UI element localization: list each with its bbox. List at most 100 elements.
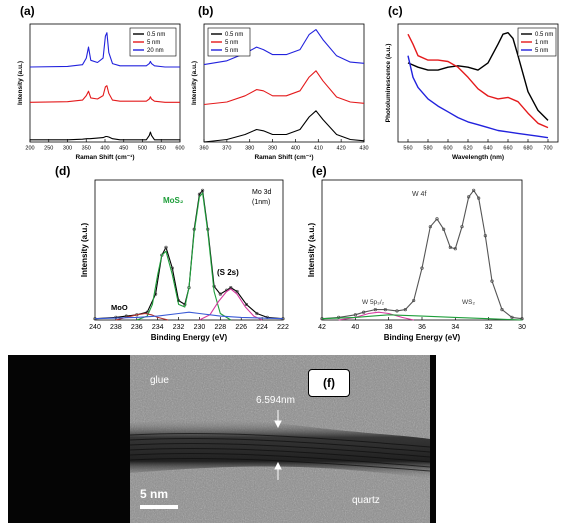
data-point	[442, 227, 446, 231]
x-tick-label: 550	[157, 146, 166, 152]
annotation: (1nm)	[252, 199, 270, 206]
series-line-0	[30, 131, 180, 141]
legend-entry: 0.5 nm	[147, 32, 165, 38]
legend-entry: 0.5 nm	[535, 32, 553, 38]
tem-right-border	[428, 355, 436, 523]
x-tick-label: 620	[463, 146, 472, 152]
x-axis-label: Raman Shift (cm⁻¹)	[75, 154, 134, 161]
x-axis-label: Wavelength (nm)	[452, 154, 504, 161]
scale-bar	[140, 505, 178, 509]
legend-entry: 20 nm	[147, 48, 164, 54]
x-tick-label: 680	[523, 146, 532, 152]
panel-c-label: (c)	[388, 4, 403, 18]
y-axis-label: Intensity (a.u.)	[17, 61, 24, 105]
legend-entry: 1 nm	[535, 40, 548, 46]
data-point	[428, 225, 432, 229]
y-axis-label: Photoluminescence (a.u.)	[385, 44, 392, 123]
tem-micrograph	[130, 355, 430, 523]
annotation: W 4f	[412, 191, 426, 198]
panel-b: (b) 360 370 380 390 400 410 420 430 Raman Shift …	[190, 0, 380, 175]
panel-f: glue quartz 6.594nm 5 nm (f)	[0, 355, 568, 529]
data-point	[235, 289, 239, 294]
x-tick-label: 430	[359, 146, 368, 152]
x-tick-label: 370	[222, 146, 231, 152]
data-point	[383, 308, 387, 312]
panel-a-label: (a)	[20, 4, 35, 18]
data-point	[520, 317, 524, 321]
x-tick-label: 250	[44, 146, 53, 152]
annotation: MoS₂	[163, 196, 184, 205]
x-tick-label: 360	[199, 146, 208, 152]
x-tick-label: 228	[214, 324, 226, 331]
x-tick-label: 300	[63, 146, 72, 152]
panel-d: (d) 240 238 236 234 232 230 228 226 224 222 Bindin…	[55, 158, 295, 350]
x-tick-label: 234	[152, 324, 164, 331]
glue-label: glue	[150, 375, 169, 386]
x-tick-label: 38	[385, 324, 393, 331]
plot-frame	[321, 179, 523, 321]
x-tick-label: 400	[100, 146, 109, 152]
x-tick-label: 380	[245, 146, 254, 152]
panel-c: (c) 560 580 600 620 640 660 680 700 Wavelength (…	[380, 0, 568, 175]
data-point	[164, 245, 168, 250]
y-axis-label: Intensity (a.u.)	[307, 223, 316, 278]
legend-entry: 0.5 nm	[225, 32, 243, 38]
data-point	[453, 247, 457, 251]
x-tick-label: 410	[314, 146, 323, 152]
legend-entry: 5 nm	[147, 40, 160, 46]
legend-entry: 5 nm	[225, 48, 238, 54]
legend-entry: 5 nm	[225, 40, 238, 46]
x-tick-label: 640	[483, 146, 492, 152]
series-line-2	[199, 288, 263, 321]
x-tick-label: 600	[175, 146, 184, 152]
x-tick-label: 30	[518, 324, 526, 331]
data-point	[477, 196, 481, 200]
x-axis-label: Binding Energy (eV)	[384, 333, 461, 342]
series-line-1	[136, 192, 232, 321]
data-point	[448, 245, 452, 250]
series-line-1	[407, 33, 549, 129]
x-tick-label: 580	[423, 146, 432, 152]
x-tick-label: 36	[418, 324, 426, 331]
series-line-2	[321, 314, 523, 321]
x-tick-label: 34	[451, 324, 459, 331]
x-tick-label: 200	[25, 146, 34, 152]
x-tick-label: 700	[543, 146, 552, 152]
x-tick-label: 32	[485, 324, 493, 331]
panel-a: (a) 200 250 300 350 400 450 500 550 600 Raman Shi…	[0, 0, 190, 175]
chart-c: 560 580 600 620 640 660 680 700 Wavelength (nm) P…	[385, 23, 559, 161]
x-tick-label: 420	[337, 146, 346, 152]
data-point	[218, 292, 222, 296]
plot-frame	[397, 23, 559, 143]
data-point	[510, 315, 514, 320]
data-point	[373, 308, 377, 312]
annotation: Mo 3d	[252, 189, 272, 196]
data-point	[200, 188, 205, 192]
tem-left-border	[8, 355, 132, 523]
x-tick-label: 238	[110, 324, 122, 331]
data-point	[255, 311, 259, 316]
annotation: WS₂	[462, 299, 475, 306]
x-tick-label: 226	[235, 324, 247, 331]
series-line-2	[29, 32, 180, 68]
chart-e: 42 40 38 36 34 32 30 Binding Energy (eV) Intensi…	[307, 179, 526, 342]
data-point	[490, 279, 494, 283]
x-tick-label: 230	[194, 324, 206, 331]
x-tick-label: 350	[82, 146, 91, 152]
data-point	[500, 308, 504, 312]
x-tick-label: 222	[277, 324, 289, 331]
data-point	[353, 313, 357, 317]
annotation: MoO	[111, 303, 128, 312]
panel-f-label: (f)	[308, 369, 350, 397]
chart-b: 360 370 380 390 400 410 420 430 Raman Shift (cm⁻…	[191, 23, 369, 161]
data-point	[483, 234, 487, 238]
series-line-0	[203, 110, 365, 143]
panel-b-label: (b)	[198, 4, 214, 18]
x-tick-label: 600	[443, 146, 452, 152]
panel-e: (e) 42 40 38 36 34 32 30 Binding Energy (eV) Int…	[300, 158, 540, 350]
thickness-label: 6.594nm	[256, 395, 295, 406]
y-axis-label: Intensity (a.u.)	[80, 223, 89, 278]
series-line-2	[407, 55, 549, 139]
x-tick-label: 232	[173, 324, 185, 331]
x-tick-label: 450	[119, 146, 128, 152]
